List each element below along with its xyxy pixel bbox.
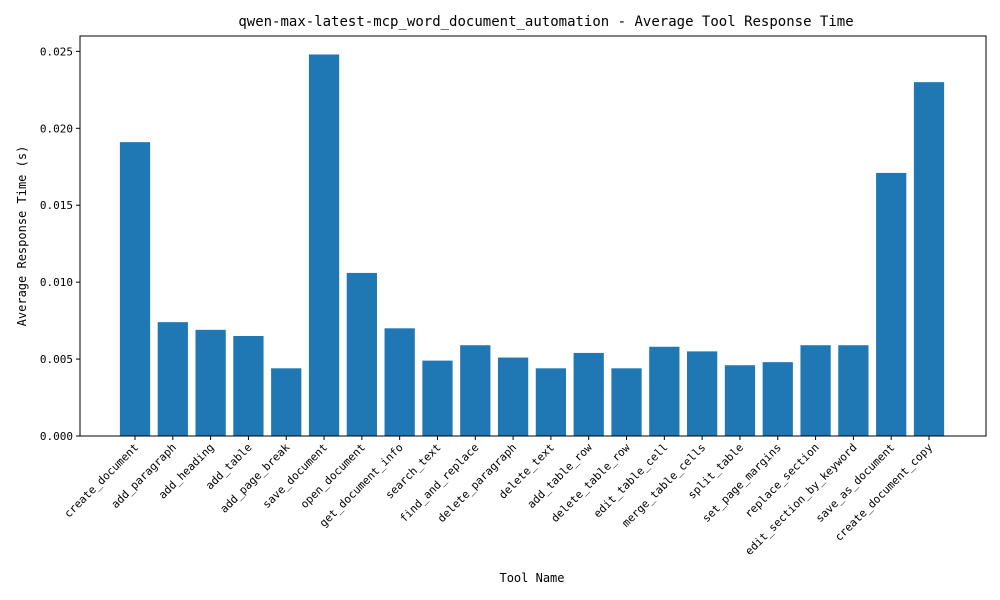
bar-set_page_margins xyxy=(762,362,793,436)
x-tick-label: add_page_break xyxy=(218,441,293,516)
bar-search_text xyxy=(422,360,453,436)
x-tick-label: save_document xyxy=(260,441,330,511)
y-tick-label: 0.000 xyxy=(40,430,73,443)
y-tick-label: 0.005 xyxy=(40,353,73,366)
y-tick-label: 0.015 xyxy=(40,199,73,212)
y-axis-label: Average Response Time (s) xyxy=(15,146,29,327)
y-axis: 0.000 0.005 0.010 0.015 0.020 0.025 xyxy=(40,45,80,443)
bar-create_document xyxy=(119,142,151,436)
bars-group xyxy=(119,54,945,437)
bar-delete_text xyxy=(535,368,567,436)
bar-open_document xyxy=(346,272,377,436)
bar-find_and_replace xyxy=(460,345,491,436)
bar-replace_section xyxy=(800,345,831,436)
x-tick-label: add_table_row xyxy=(525,441,595,511)
bar-add_heading xyxy=(195,329,226,436)
bar-save_document xyxy=(308,54,340,437)
plot-frame xyxy=(79,35,987,437)
y-tick-label: 0.010 xyxy=(40,276,73,289)
bar-add_page_break xyxy=(271,368,302,436)
bar-split_table xyxy=(724,365,756,436)
y-tick-label: 0.020 xyxy=(40,122,73,135)
bar-add_table_row xyxy=(573,352,604,436)
bar-add_paragraph xyxy=(157,322,188,436)
bar-create_document_copy xyxy=(913,82,945,437)
x-tick-label: open_document xyxy=(298,441,368,511)
chart-title: qwen-max-latest-mcp_word_document_automa… xyxy=(238,14,853,30)
bar-save_as_document xyxy=(876,172,907,437)
x-tick-label: add_paragraph xyxy=(109,441,179,511)
x-axis-label: Tool Name xyxy=(499,571,564,585)
bar-delete_paragraph xyxy=(497,357,529,436)
y-tick-label: 0.025 xyxy=(40,45,73,58)
bar-edit_section_by_keyword xyxy=(838,345,869,436)
x-axis: create_documentadd_paragraphadd_headinga… xyxy=(62,436,935,558)
bar-delete_table_row xyxy=(611,368,642,436)
bar-get_document_info xyxy=(384,328,415,436)
bar-merge_table_cells xyxy=(687,351,718,436)
bar-add_table xyxy=(233,336,264,436)
bar-edit_table_cell xyxy=(649,346,680,436)
